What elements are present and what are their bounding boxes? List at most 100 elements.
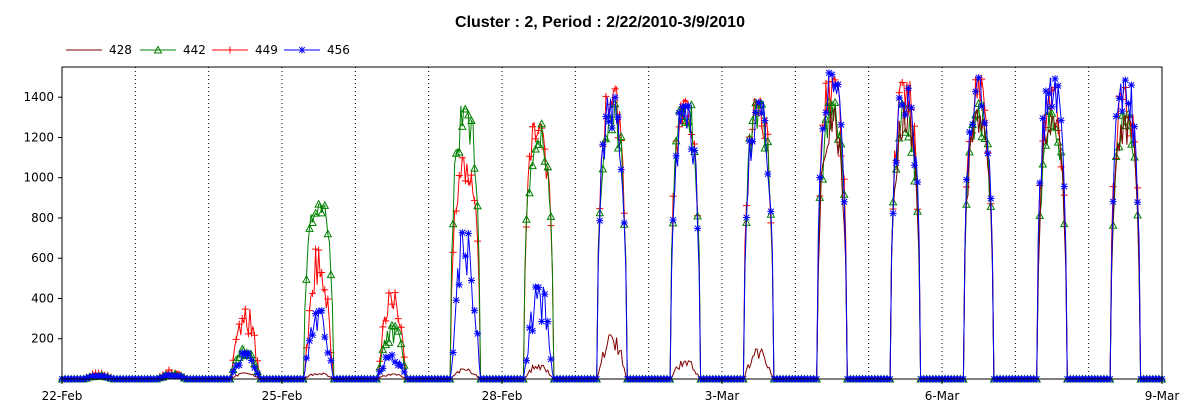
- x-axis: 22-Feb 25-Feb 28-Feb 3-Mar 6-Mar 9-Mar: [42, 379, 1179, 403]
- data-point-456: [691, 146, 698, 154]
- data-point-456: [159, 373, 167, 381]
- data-point-442: [473, 201, 482, 210]
- data-point-456: [599, 140, 607, 148]
- data-point-442: [464, 110, 473, 119]
- data-point-456: [1115, 94, 1123, 102]
- data-point-456: [895, 94, 903, 102]
- data-point-449: [691, 140, 698, 148]
- data-point-442: [326, 270, 336, 279]
- data-point-442: [1038, 159, 1048, 168]
- data-point-449: [244, 330, 252, 338]
- data-point-449: [669, 192, 677, 200]
- plot-frame: [61, 66, 1163, 380]
- data-point-449: [321, 286, 329, 294]
- data-point-442: [451, 148, 461, 157]
- data-point-442: [396, 339, 406, 348]
- data-point-456: [452, 296, 460, 304]
- data-point-449: [312, 245, 320, 253]
- data-point-456: [400, 368, 408, 376]
- data-point-449: [306, 307, 313, 315]
- data-point-442: [528, 161, 537, 170]
- data-point-442: [616, 132, 626, 141]
- series-line-428: [62, 104, 1162, 380]
- legend-marker: [298, 46, 306, 54]
- data-point-442: [454, 147, 464, 156]
- data-point-456: [694, 224, 702, 232]
- data-point-456: [892, 159, 900, 167]
- data-point-456: [1121, 76, 1129, 84]
- data-point-442: [470, 163, 479, 172]
- series-layer: [57, 69, 1167, 383]
- data-point-456: [321, 333, 329, 341]
- data-point-442: [748, 115, 757, 124]
- data-point-442: [543, 162, 553, 171]
- data-point-456: [767, 207, 775, 215]
- data-point-442: [323, 229, 333, 238]
- data-point-442: [317, 208, 327, 217]
- data-point-449: [526, 152, 533, 160]
- data-point-456: [302, 354, 310, 362]
- data-point-449: [541, 145, 549, 153]
- data-point-456: [1134, 198, 1142, 206]
- data-point-442: [907, 147, 916, 156]
- data-point-456: [232, 362, 240, 370]
- legend-label: 442: [183, 43, 206, 57]
- data-point-449: [391, 289, 399, 297]
- data-point-449: [449, 248, 457, 256]
- data-point-456: [614, 113, 622, 121]
- data-point-449: [687, 130, 695, 138]
- data-point-449: [467, 171, 475, 179]
- data-point-449: [461, 177, 469, 185]
- data-point-442: [311, 208, 320, 217]
- data-point-449: [315, 246, 323, 254]
- data-point-442: [381, 340, 391, 349]
- chart-title: Cluster : 2, Period : 2/22/2010-3/9/2010: [455, 14, 745, 31]
- y-tick-label: 1400: [23, 90, 54, 104]
- data-point-456: [86, 373, 93, 381]
- data-point-456: [471, 306, 478, 314]
- data-point-456: [327, 357, 335, 365]
- data-point-449: [318, 269, 326, 277]
- data-point-449: [241, 305, 249, 313]
- data-point-449: [238, 314, 246, 322]
- legend-label: 456: [327, 43, 350, 57]
- data-point-456: [1127, 81, 1135, 89]
- data-point-456: [309, 331, 317, 339]
- data-point-456: [1109, 198, 1117, 206]
- data-point-442: [460, 104, 470, 113]
- data-point-456: [1124, 100, 1132, 108]
- data-point-449: [978, 75, 986, 83]
- data-point-456: [379, 364, 387, 372]
- data-point-456: [611, 93, 619, 101]
- data-point-442: [815, 192, 825, 201]
- data-point-456: [898, 101, 906, 109]
- data-point-456: [1112, 112, 1120, 120]
- data-point-456: [681, 103, 689, 111]
- data-point-456: [752, 109, 760, 117]
- data-point-456: [901, 111, 909, 119]
- data-point-456: [1057, 116, 1065, 124]
- data-point-456: [746, 137, 753, 145]
- data-point-456: [397, 362, 405, 370]
- series-line-456: [62, 71, 1162, 380]
- data-point-449: [235, 320, 243, 328]
- data-point-442: [390, 321, 400, 330]
- data-point-456: [672, 152, 680, 160]
- data-point-456: [538, 317, 546, 325]
- data-point-456: [675, 109, 683, 117]
- data-point-456: [687, 145, 695, 153]
- data-point-449: [309, 289, 317, 297]
- data-point-456: [541, 290, 549, 298]
- data-point-456: [449, 348, 457, 356]
- data-point-456: [969, 120, 977, 128]
- data-point-456: [1131, 123, 1138, 131]
- data-point-456: [605, 118, 613, 126]
- data-point-449: [602, 92, 610, 100]
- data-point-456: [617, 166, 625, 174]
- data-point-442: [522, 214, 531, 223]
- data-point-456: [1042, 87, 1050, 95]
- data-point-456: [831, 81, 839, 89]
- data-point-456: [819, 125, 827, 133]
- data-point-442: [305, 223, 314, 232]
- data-point-442: [904, 132, 913, 141]
